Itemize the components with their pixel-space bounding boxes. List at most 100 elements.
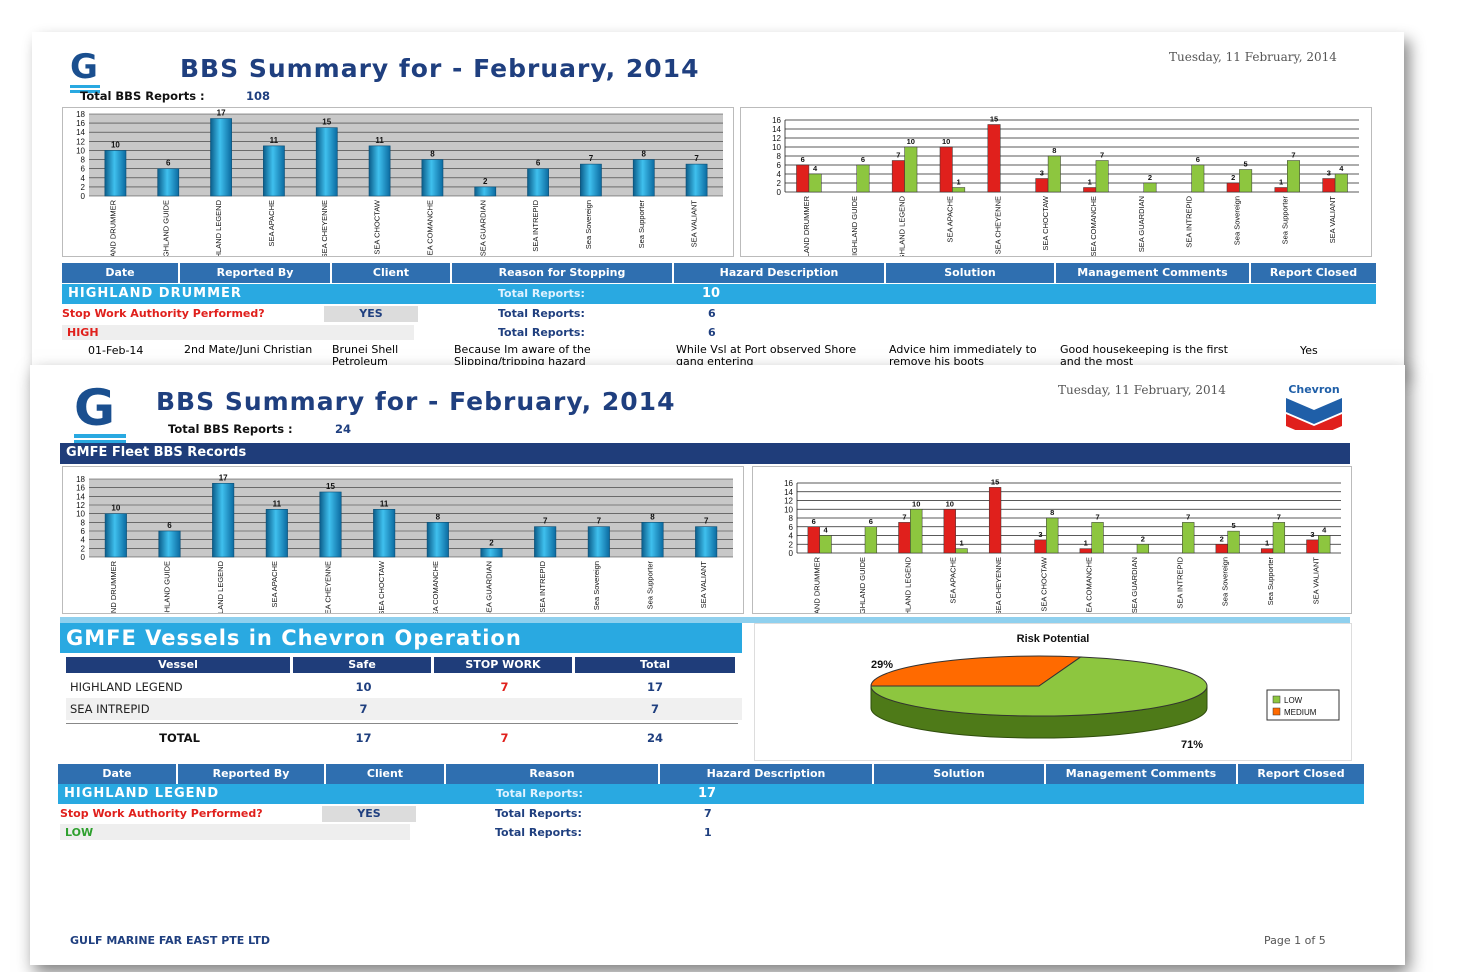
x-tick-label: HIGHLAND GUIDE bbox=[163, 561, 172, 613]
row-client: Brunei Shell Petroleum bbox=[332, 343, 399, 368]
fleet-bar-chart: 0 2 4 6 8 10 12 14 16 18 10 HIGHLAND DRUMMER 6 HIGHLA… bbox=[62, 466, 744, 641]
risk-row-bg bbox=[62, 325, 414, 340]
ops-row-vessel: SEA INTREPID bbox=[70, 702, 150, 716]
y-tick-label: 0 bbox=[81, 553, 86, 562]
bar bbox=[421, 159, 444, 197]
page-title: BBS Summary for - February, 2014 bbox=[180, 54, 700, 83]
y-tick-label: 10 bbox=[784, 505, 793, 514]
vessel-total-value: 17 bbox=[698, 786, 717, 801]
bar bbox=[808, 173, 822, 193]
col-report-closed: Report Closed bbox=[1257, 767, 1345, 780]
bar bbox=[315, 127, 338, 197]
bar bbox=[265, 509, 288, 558]
vessel-total-label: Total Reports: bbox=[496, 787, 583, 800]
col-solution: Solution bbox=[874, 764, 1046, 784]
bar bbox=[943, 509, 956, 554]
y-tick-label: 8 bbox=[789, 514, 794, 523]
x-tick-label: SEA CHEYENNE bbox=[324, 561, 333, 613]
bar bbox=[1182, 522, 1195, 554]
data-label: 10 bbox=[946, 499, 954, 508]
risk-total-label: Total Reports: bbox=[495, 826, 582, 839]
legend-label: MEDIUM bbox=[1284, 708, 1317, 717]
vessel-name: HIGHLAND DRUMMER bbox=[68, 286, 242, 301]
y-tick-label: 2 bbox=[81, 183, 86, 192]
data-label: 2 bbox=[1148, 173, 1152, 182]
swa-total-label: Total Reports: bbox=[498, 307, 585, 320]
col-report-closed: Report Closed bbox=[1269, 266, 1358, 279]
legend-swatch bbox=[1272, 707, 1281, 716]
bar bbox=[1226, 182, 1240, 193]
x-tick-label: HIGHLAND DRUMMER bbox=[108, 199, 117, 256]
x-tick-label: Sea Supporter bbox=[646, 561, 655, 610]
chevron-brand-text: Chevron bbox=[1288, 383, 1340, 396]
ops-col-safe: Safe bbox=[293, 657, 431, 673]
data-label: 15 bbox=[991, 477, 999, 486]
pie-label-low: 71% bbox=[1181, 739, 1203, 751]
plot-area bbox=[89, 479, 733, 557]
y-tick-label: 10 bbox=[76, 146, 85, 155]
y-tick-label: 6 bbox=[777, 161, 782, 170]
bar bbox=[1274, 187, 1288, 193]
col-hazard: Hazard Description bbox=[674, 263, 886, 283]
bar bbox=[988, 487, 1002, 554]
data-label: 7 bbox=[1277, 512, 1281, 521]
ops-row-safe: 7 bbox=[359, 702, 368, 716]
section-divider bbox=[60, 617, 1350, 623]
x-tick-label: HIGHLAND DRUMMER bbox=[109, 560, 118, 613]
col-client: Client bbox=[326, 764, 446, 784]
records-table-header: Date Reported By Client Reason Hazard De… bbox=[58, 764, 1364, 784]
x-tick-label: HIGHLAND LEGEND bbox=[216, 560, 225, 613]
y-tick-label: 8 bbox=[81, 518, 86, 527]
risk-total-value: 6 bbox=[708, 326, 716, 339]
swa-label: Stop Work Authority Performed? bbox=[60, 807, 263, 820]
bar bbox=[685, 163, 708, 197]
row-solution: Advice him immediately to remove his boo… bbox=[889, 343, 1037, 368]
risk-total-value: 1 bbox=[704, 826, 712, 839]
x-tick-label: SEA VALIANT bbox=[1311, 557, 1320, 605]
swa-total-value: 7 bbox=[704, 807, 712, 820]
col-mgmt-comments: Management Comments bbox=[1046, 764, 1238, 784]
data-label: 4 bbox=[813, 164, 818, 173]
bar bbox=[474, 186, 497, 197]
bar bbox=[1143, 182, 1157, 193]
y-tick-label: 18 bbox=[76, 475, 85, 484]
data-label: 3 bbox=[1038, 530, 1042, 539]
x-tick-label: Sea Sovereign bbox=[584, 200, 593, 249]
bar bbox=[1046, 517, 1059, 554]
data-label: 3 bbox=[1310, 530, 1314, 539]
data-label: 7 bbox=[1100, 151, 1104, 160]
chevron-emblem-icon bbox=[1286, 398, 1342, 438]
footer-page-number: Page 1 of 5 bbox=[1264, 934, 1326, 947]
x-tick-label: HIGHLAND LEGEND bbox=[214, 199, 223, 256]
ops-col-vessel: Vessel bbox=[66, 657, 290, 673]
risk-potential-pie: Risk Potential 29% 71% LOW MEDIUM bbox=[754, 623, 1352, 761]
x-tick-label: HIGHLAND LEGEND bbox=[903, 556, 912, 613]
bar bbox=[104, 150, 127, 197]
data-label: 15 bbox=[322, 118, 331, 127]
ops-total-safe: 17 bbox=[355, 731, 372, 745]
data-label: 6 bbox=[869, 517, 873, 526]
bar bbox=[1191, 164, 1205, 193]
y-tick-label: 0 bbox=[777, 188, 782, 197]
bar bbox=[955, 548, 968, 554]
ops-title: GMFE Vessels in Chevron Operation bbox=[60, 623, 742, 653]
data-label: 7 bbox=[589, 154, 594, 163]
bar bbox=[1227, 530, 1240, 554]
y-tick-label: 14 bbox=[784, 488, 793, 497]
report-date: Tuesday, 11 February, 2014 bbox=[1058, 383, 1226, 397]
bar bbox=[939, 146, 953, 193]
vessel-name: HIGHLAND LEGEND bbox=[64, 786, 220, 801]
x-tick-label: SEA CHOCTAW bbox=[377, 560, 386, 613]
data-label: 7 bbox=[1291, 151, 1295, 160]
data-label: 2 bbox=[1141, 534, 1145, 543]
x-tick-label: SEA INTREPID bbox=[1185, 195, 1194, 247]
x-tick-label: SEA GUARDIAN bbox=[485, 561, 494, 613]
data-label: 1 bbox=[1084, 539, 1088, 548]
bar bbox=[587, 526, 610, 558]
bar bbox=[480, 548, 503, 558]
bar bbox=[368, 145, 391, 197]
bar bbox=[819, 535, 832, 554]
data-label: 10 bbox=[912, 499, 920, 508]
